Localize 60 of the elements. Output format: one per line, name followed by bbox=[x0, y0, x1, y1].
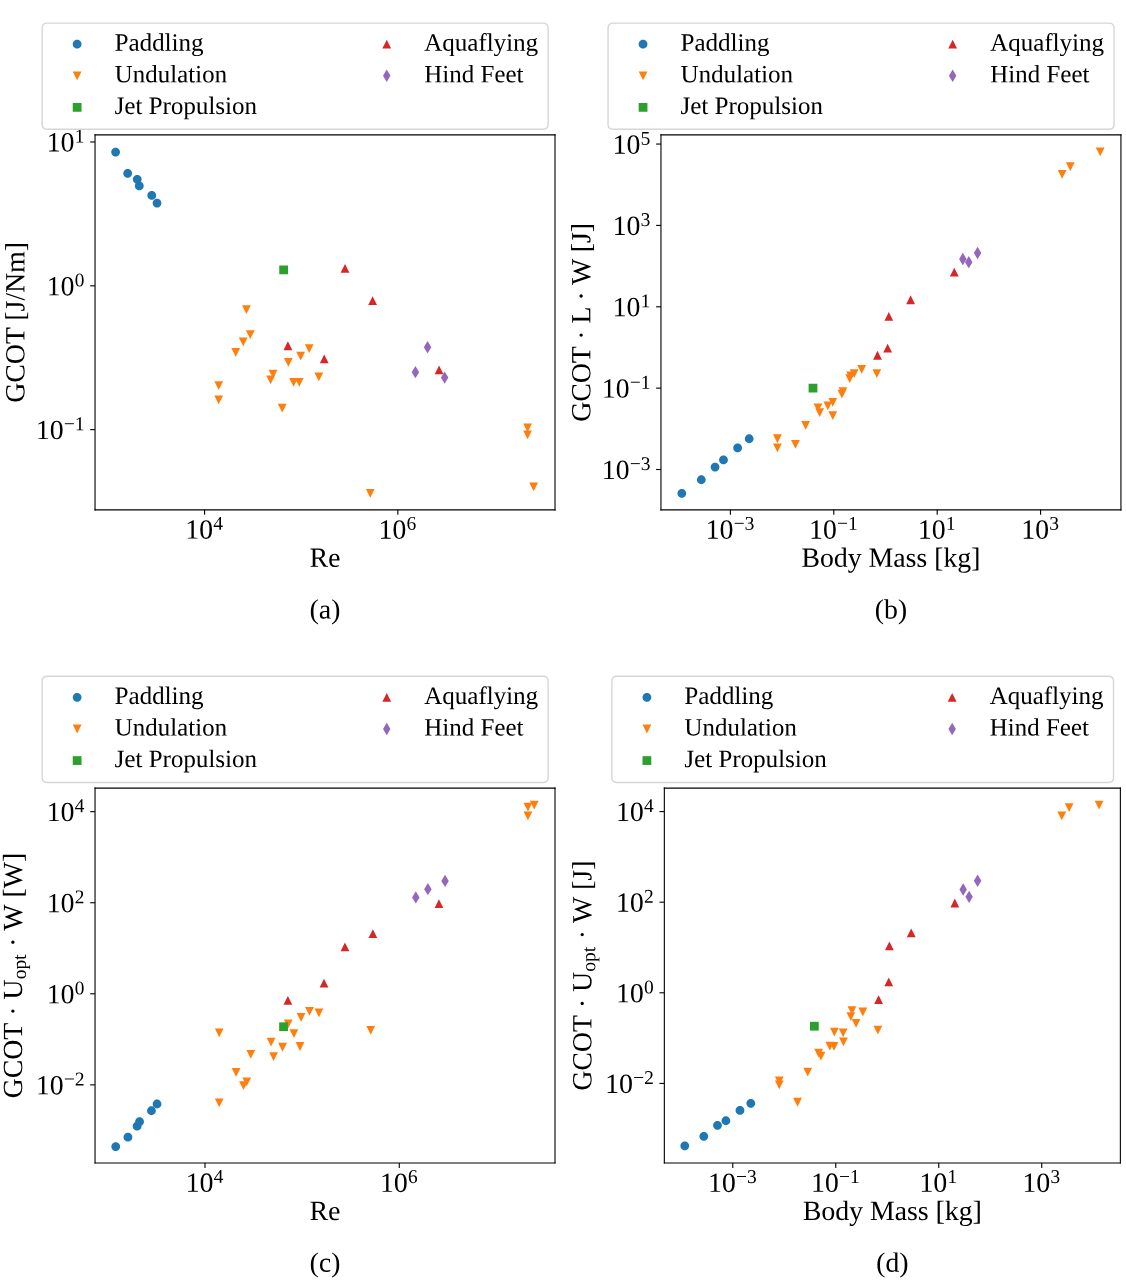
y-axis-title: GCOT · U$_{opt}$ · W [W] bbox=[2, 854, 31, 1098]
y-tick-label: 10$^{0}$ bbox=[618, 980, 653, 1003]
legend-label: Paddling bbox=[681, 33, 769, 57]
x-tick-label: 10$^{4}$ bbox=[187, 516, 223, 539]
y-tick-label: 10$^{5}$ bbox=[615, 132, 650, 154]
y-tick-label: 10$^{0}$ bbox=[49, 273, 84, 296]
text: (a) bbox=[310, 599, 340, 625]
x-tick-label: 10$^{1}$ bbox=[920, 516, 955, 539]
legend-label: Undulation bbox=[115, 718, 227, 736]
legend-label: Jet Propulsion bbox=[681, 96, 823, 120]
text: (b) bbox=[875, 599, 906, 625]
y-tick-label: 10$^{1}$ bbox=[615, 294, 650, 317]
x-tick-label: 10$^{−1}$ bbox=[811, 516, 857, 539]
y-tick-label: 10$^{4}$ bbox=[49, 799, 85, 822]
x-tick-label: 10$^{1}$ bbox=[921, 1170, 956, 1193]
legend-label: Aquaflying bbox=[990, 33, 1104, 57]
x-tick-label: 10$^{3}$ bbox=[1023, 516, 1059, 539]
y-tick-label: 10$^{2}$ bbox=[49, 890, 84, 913]
x-axis-title: Body Mass [kg] bbox=[802, 547, 979, 573]
legend-label: Undulation bbox=[684, 718, 797, 736]
legend-label: Hind Feet bbox=[990, 718, 1089, 736]
y-tick-label: 10$^{1}$ bbox=[49, 129, 84, 152]
y-axis-title: GCOT · L · W [J] bbox=[571, 225, 595, 421]
y-tick-label: 10$^{−3}$ bbox=[604, 457, 650, 480]
x-tick-label: 10$^{−3}$ bbox=[710, 1170, 756, 1193]
y-tick-label: 10$^{−1}$ bbox=[604, 375, 650, 398]
text: (c) bbox=[310, 1252, 340, 1278]
legend-label: Aquaflying bbox=[989, 686, 1104, 710]
x-tick-label: 10$^{6}$ bbox=[382, 1170, 418, 1193]
y-tick-label: 10$^{0}$ bbox=[49, 981, 84, 1004]
x-axis-title: Re bbox=[310, 1201, 340, 1221]
x-axis-title: Re bbox=[310, 548, 340, 568]
x-tick-label: 10$^{6}$ bbox=[380, 516, 416, 539]
y-axis-title: GCOT [J/Nm] bbox=[5, 244, 29, 402]
y-axis-title: GCOT · U$_{opt}$ · W [J] bbox=[572, 862, 600, 1090]
x-tick-label: 10$^{−3}$ bbox=[708, 516, 754, 539]
y-tick-label: 10$^{−2}$ bbox=[38, 1072, 84, 1095]
legend-label: Paddling bbox=[115, 686, 204, 710]
legend-label: Undulation bbox=[681, 65, 793, 83]
x-axis-title: Body Mass [kg] bbox=[803, 1200, 980, 1226]
legend-label: Undulation bbox=[115, 65, 227, 83]
legend-label: Aquaflying bbox=[424, 686, 538, 710]
x-tick-label: 10$^{−1}$ bbox=[813, 1170, 859, 1193]
y-tick-label: 10$^{4}$ bbox=[618, 799, 654, 822]
legend-label: Hind Feet bbox=[424, 65, 524, 83]
legend-label: Jet Propulsion bbox=[115, 749, 257, 773]
legend-label: Jet Propulsion bbox=[684, 749, 827, 773]
y-tick-label: 10$^{2}$ bbox=[618, 889, 653, 912]
x-tick-label: 10$^{3}$ bbox=[1024, 1170, 1060, 1193]
legend-label: Aquaflying bbox=[424, 33, 538, 57]
legend-label: Jet Propulsion bbox=[115, 96, 257, 120]
legend-label: Paddling bbox=[115, 33, 204, 57]
y-tick-label: 10$^{−1}$ bbox=[38, 417, 84, 440]
y-tick-label: 10$^{−2}$ bbox=[607, 1071, 653, 1094]
text: (d) bbox=[877, 1252, 908, 1278]
legend-label: Hind Feet bbox=[990, 65, 1090, 83]
legend-label: Paddling bbox=[685, 686, 773, 710]
legend-label: Hind Feet bbox=[424, 718, 524, 736]
x-tick-label: 10$^{4}$ bbox=[188, 1170, 224, 1193]
y-tick-label: 10$^{3}$ bbox=[615, 213, 650, 236]
